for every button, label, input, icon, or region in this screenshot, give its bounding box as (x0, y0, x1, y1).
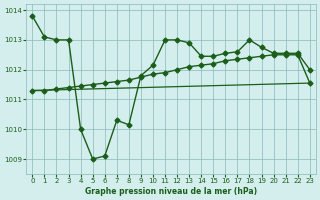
X-axis label: Graphe pression niveau de la mer (hPa): Graphe pression niveau de la mer (hPa) (85, 187, 257, 196)
